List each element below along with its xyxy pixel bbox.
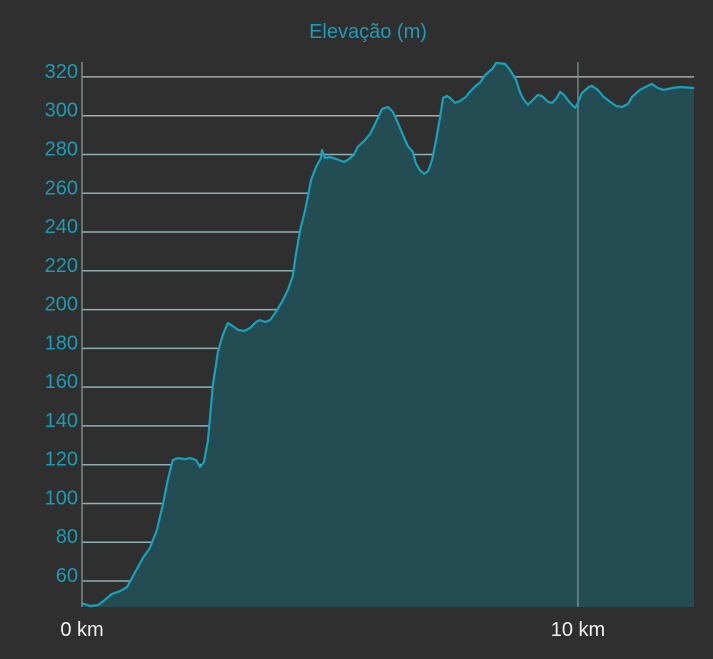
elevation-area-fill xyxy=(82,63,694,607)
y-tick-label: 140 xyxy=(45,410,78,432)
y-tick-label: 320 xyxy=(45,61,78,83)
x-tick-labels: 0 km 10 km xyxy=(60,619,605,641)
y-tick-label: 100 xyxy=(45,487,78,509)
y-tick-label: 160 xyxy=(45,371,78,393)
y-tick-label: 300 xyxy=(45,100,78,122)
chart-title: Elevação (m) xyxy=(309,21,427,43)
x-tick-label: 10 km xyxy=(551,619,605,641)
y-tick-label: 280 xyxy=(45,138,78,160)
y-tick-labels: 60 80 100 120 140 160 180 200 220 240 260 280 300 320 xyxy=(45,61,78,587)
y-tick-label: 200 xyxy=(45,294,78,316)
y-tick-label: 240 xyxy=(45,216,78,238)
y-tick-label: 60 xyxy=(56,565,78,587)
y-tick-label: 260 xyxy=(45,177,78,199)
y-tick-label: 180 xyxy=(45,332,78,354)
elevation-line xyxy=(81,61,695,608)
x-tick-label: 0 km xyxy=(60,619,103,641)
y-tick-label: 220 xyxy=(45,255,78,277)
y-tick-label: 120 xyxy=(45,449,78,471)
y-tick-label: 80 xyxy=(56,526,78,548)
